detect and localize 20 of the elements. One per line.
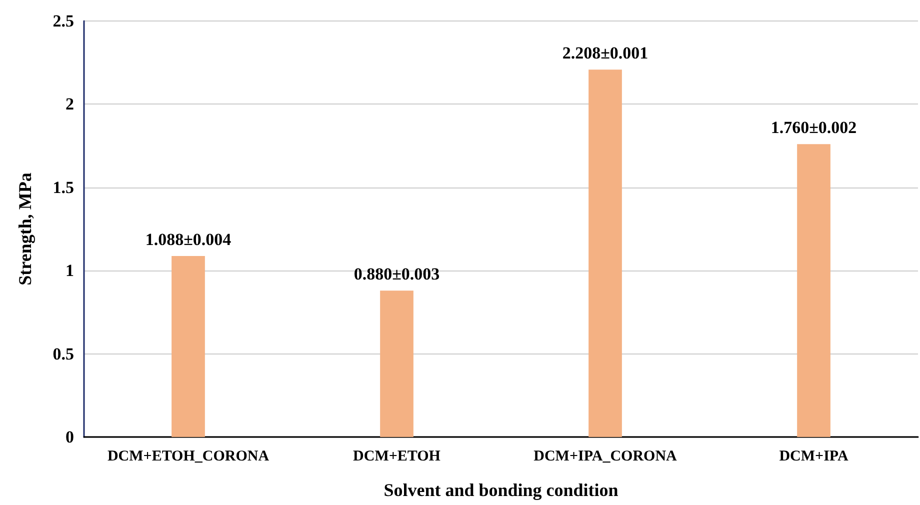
y-axis-title: Strength, MPa	[15, 172, 35, 286]
y-tick-label: 2	[66, 94, 74, 114]
y-tick-label: 0.5	[52, 344, 74, 364]
x-tick-label: DCM+IPA_CORONA	[534, 448, 678, 464]
y-tick-label: 1.5	[52, 178, 74, 197]
x-tick-label: DCM+ETOH	[353, 448, 441, 464]
x-axis-title: Solvent and bonding condition	[384, 480, 618, 500]
y-tick-label: 1	[66, 261, 74, 280]
x-tick-label: DCM+IPA	[779, 448, 848, 464]
bar	[380, 290, 414, 437]
data-label: 1.760±0.002	[770, 118, 857, 138]
bar	[172, 256, 205, 437]
y-tick-label: 0	[66, 428, 74, 446]
y-tick-label: 2.5	[52, 12, 74, 30]
data-label: 2.208±0.001	[562, 44, 648, 63]
bar	[797, 144, 830, 437]
x-tick-label: DCM+ETOH_CORONA	[107, 448, 270, 464]
bar	[588, 70, 622, 437]
data-label: 0.880±0.003	[354, 264, 440, 284]
data-label: 1.088±0.004	[145, 230, 232, 249]
